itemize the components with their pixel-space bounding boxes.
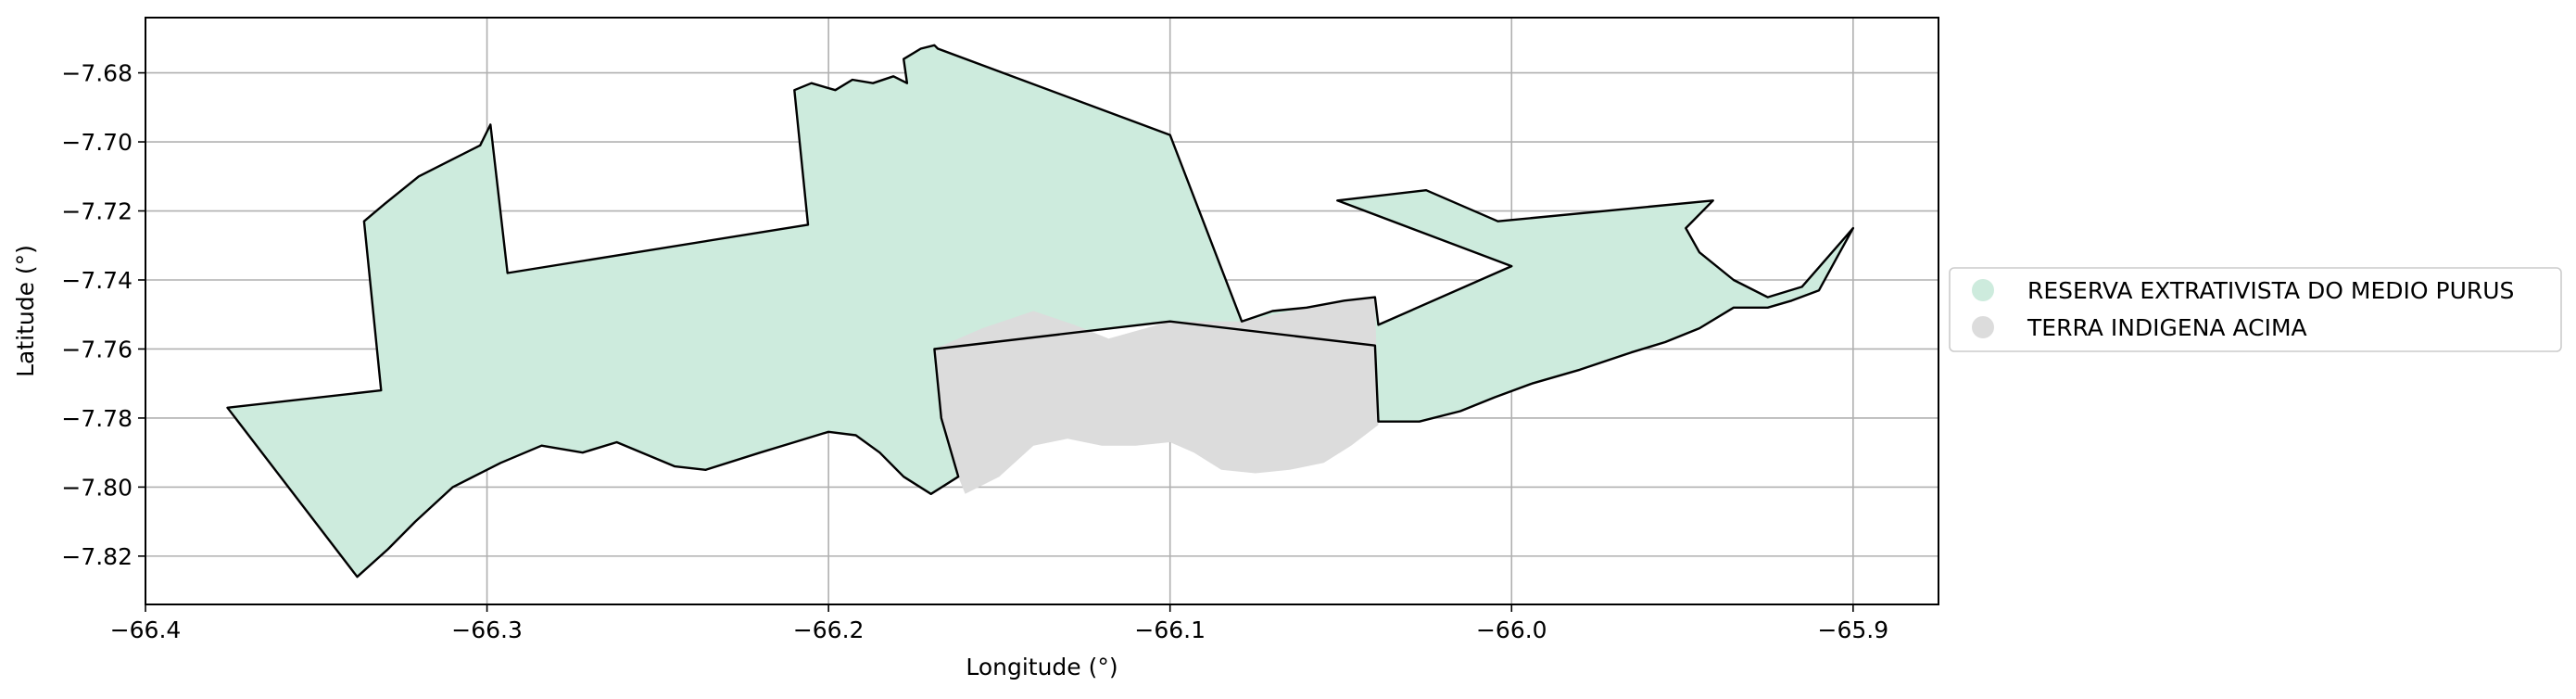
x-tick-label: −66.3 <box>451 616 523 643</box>
x-tick-label: −66.1 <box>1134 616 1206 643</box>
legend-label: RESERVA EXTRATIVISTA DO MEDIO PURUS <box>2027 277 2514 304</box>
y-tick-label: −7.82 <box>61 543 133 570</box>
plot-frame <box>145 17 1939 605</box>
y-tick-label: −7.80 <box>61 474 133 501</box>
region-terra-indigena <box>934 297 1379 494</box>
x-tick-label: −66.4 <box>110 616 182 643</box>
regions <box>226 44 1855 578</box>
x-axis: −66.4 −66.3 −66.2 −66.1 −66.0 −65.9 <box>110 604 1888 643</box>
y-tick-label: −7.68 <box>61 60 133 87</box>
y-tick-label: −7.70 <box>61 129 133 156</box>
y-axis: −7.68 −7.70 −7.72 −7.74 −7.76 −7.78 −7.80 −7.82 <box>61 60 145 570</box>
x-tick-label: −66.0 <box>1476 616 1547 643</box>
y-tick-label: −7.78 <box>61 405 133 432</box>
region-reserva-extrativista <box>227 44 1853 578</box>
y-axis-label: Latitude (°) <box>12 245 39 377</box>
y-tick-label: −7.74 <box>61 267 133 294</box>
region-boundary <box>226 44 1855 578</box>
legend-marker <box>1972 279 1994 301</box>
x-tick-label: −66.2 <box>793 616 865 643</box>
legend: RESERVA EXTRATIVISTA DO MEDIO PURUS TERRA… <box>1949 267 2562 352</box>
plot-area <box>145 17 1939 605</box>
legend-box <box>1949 267 2562 352</box>
legend-marker <box>1972 316 1994 338</box>
x-axis-label: Longitude (°) <box>966 654 1118 680</box>
y-tick-label: −7.72 <box>61 198 133 225</box>
x-tick-label: −65.9 <box>1818 616 1889 643</box>
y-tick-label: −7.76 <box>61 336 133 362</box>
legend-label: TERRA INDIGENA ACIMA <box>2027 314 2307 341</box>
